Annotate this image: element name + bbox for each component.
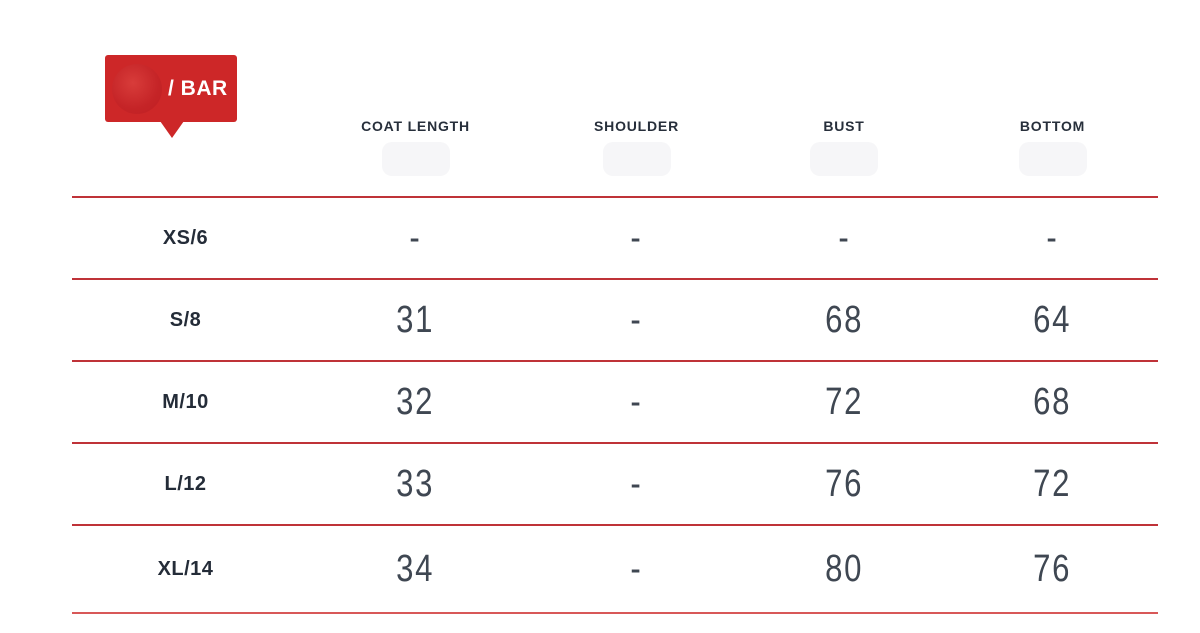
unit-badge-label: / BAR (168, 76, 228, 100)
column-header-label: COAT LENGTH (361, 118, 470, 134)
bust-value: 68 (825, 298, 863, 341)
bottom-value: 76 (1033, 547, 1072, 590)
bust-value: 80 (825, 547, 863, 590)
table-header-row: COAT LENGTH SHOULDER BUST BOTTOM (72, 112, 1158, 196)
table-row: XS/6 - - - - (72, 196, 1158, 278)
shoulder-value: - (630, 462, 643, 505)
size-label: M/10 (162, 390, 209, 413)
badge-pointer-icon (160, 121, 184, 138)
size-chart-table: COAT LENGTH SHOULDER BUST BOTTOM XS/6 - … (72, 112, 1158, 614)
bottom-value: 72 (1033, 462, 1072, 505)
unit-toggle-badge[interactable]: / BAR (105, 55, 237, 138)
column-header-label: BUST (823, 118, 865, 134)
column-header-label: SHOULDER (594, 118, 679, 134)
column-header-coat-length: COAT LENGTH (299, 112, 532, 196)
bottom-icon (1018, 142, 1087, 176)
table-row: S/8 31 - 68 64 (72, 278, 1158, 360)
bottom-value: 64 (1033, 298, 1072, 341)
bust-value: 76 (825, 462, 863, 505)
coat-length-value: - (409, 216, 422, 259)
shoulder-icon (602, 142, 671, 176)
brand-logo-icon (112, 63, 162, 114)
size-label: XL/14 (157, 557, 214, 580)
size-label: XS/6 (162, 226, 209, 249)
coat-length-value: 32 (396, 380, 435, 423)
bust-value: - (837, 216, 851, 259)
bust-value: 72 (825, 380, 863, 423)
table-row: M/10 32 - 72 68 (72, 360, 1158, 442)
bottom-value: - (1046, 216, 1059, 259)
coat-length-value: 33 (396, 462, 435, 505)
column-header-bust: BUST (741, 112, 947, 196)
coat-length-icon (381, 142, 450, 176)
coat-length-value: 31 (396, 298, 435, 341)
table-row: XL/14 34 - 80 76 (72, 524, 1158, 614)
bottom-value: 68 (1033, 380, 1072, 423)
shoulder-value: - (630, 216, 643, 259)
size-label: S/8 (169, 308, 202, 331)
table-row: L/12 33 - 76 72 (72, 442, 1158, 524)
coat-length-value: 34 (396, 547, 435, 590)
size-label: L/12 (164, 472, 207, 495)
shoulder-value: - (630, 380, 643, 423)
column-header-label: BOTTOM (1019, 118, 1086, 134)
header-spacer (72, 112, 299, 196)
shoulder-value: - (630, 298, 643, 341)
bust-icon (810, 142, 878, 176)
column-header-shoulder: SHOULDER (532, 112, 741, 196)
shoulder-value: - (630, 547, 643, 590)
column-header-bottom: BOTTOM (947, 112, 1158, 196)
